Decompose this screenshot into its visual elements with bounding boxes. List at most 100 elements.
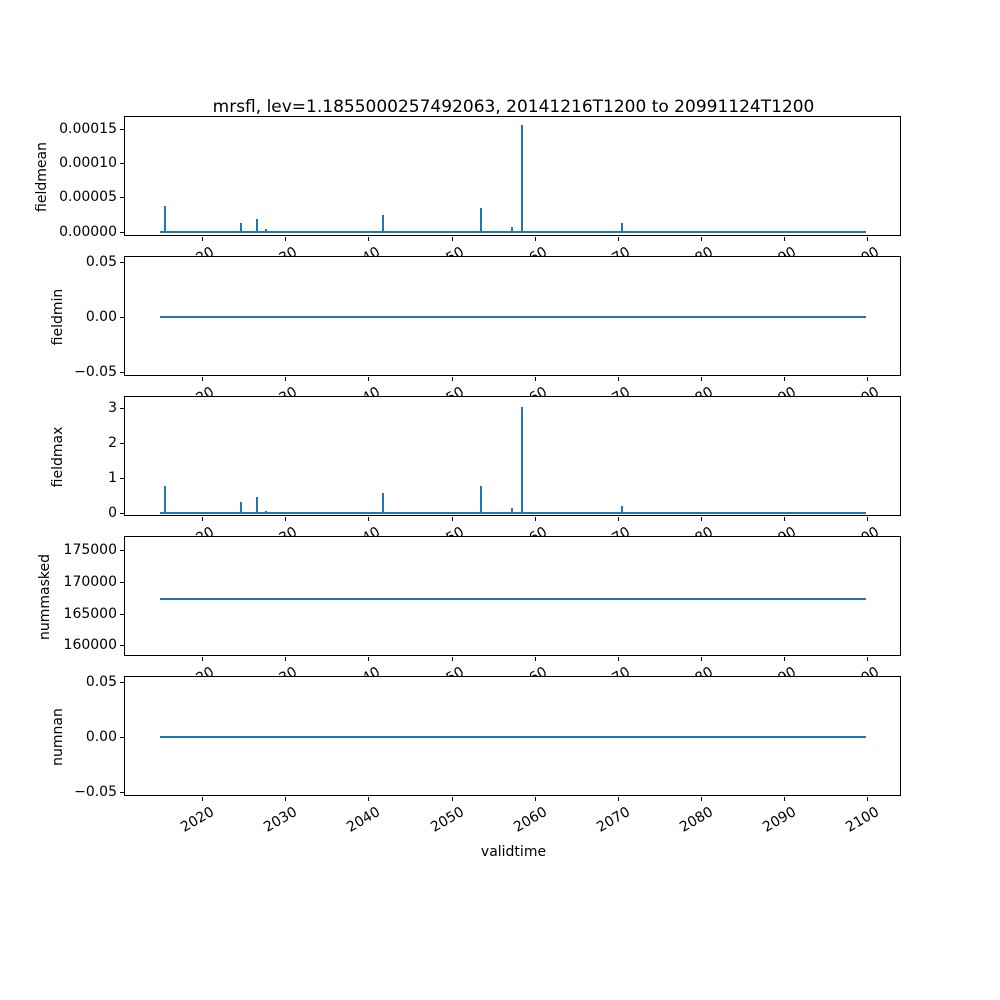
x-tick-mark: [285, 237, 286, 241]
x-tick-label: 2070: [594, 244, 633, 276]
x-tick-label: 2100: [843, 664, 882, 696]
x-tick-mark: [285, 377, 286, 381]
series-spike: [480, 486, 482, 514]
y-tick-label: 0.00: [85, 729, 117, 745]
x-tick-mark: [784, 237, 785, 241]
y-tick-mark: [120, 682, 124, 683]
x-tick-mark: [535, 657, 536, 661]
x-tick-label: 2030: [261, 244, 300, 276]
y-tick-label: 0.05: [85, 254, 117, 270]
x-axis-label: validtime: [480, 844, 547, 860]
y-tick-mark: [120, 317, 124, 318]
y-tick-mark: [120, 513, 124, 514]
series-spike: [240, 502, 242, 514]
x-tick-label: 2020: [178, 524, 217, 556]
x-tick-label: 2080: [677, 524, 716, 556]
y-tick-label: 0: [108, 505, 117, 521]
x-tick-label: 2100: [843, 524, 882, 556]
x-tick-mark: [784, 797, 785, 801]
x-tick-mark: [867, 657, 868, 661]
series-line-numnan: [160, 736, 866, 738]
series-spike: [265, 511, 267, 514]
x-tick-label: 2030: [261, 664, 300, 696]
x-tick-mark: [867, 377, 868, 381]
x-tick-mark: [452, 657, 453, 661]
x-tick-label: 2020: [178, 664, 217, 696]
x-tick-mark: [535, 517, 536, 521]
x-tick-label: 2020: [178, 384, 217, 416]
figure-title: mrsfl, lev=1.1855000257492063, 20141216T…: [212, 97, 815, 117]
x-tick-mark: [535, 797, 536, 801]
x-tick-label: 2060: [511, 524, 550, 556]
series-line-nummasked: [160, 598, 866, 600]
y-tick-label: 1: [108, 470, 117, 486]
x-tick-label: 2100: [843, 384, 882, 416]
x-tick-mark: [202, 657, 203, 661]
x-tick-label: 2050: [428, 384, 467, 416]
x-tick-label: 2030: [261, 524, 300, 556]
x-tick-mark: [867, 797, 868, 801]
y-tick-mark: [120, 478, 124, 479]
y-tick-label: 170000: [63, 574, 117, 590]
y-tick-mark: [120, 262, 124, 263]
y-tick-label: 0.00015: [59, 121, 117, 137]
x-tick-mark: [202, 517, 203, 521]
y-tick-label: 3: [108, 400, 117, 416]
x-tick-mark: [368, 797, 369, 801]
y-tick-label: −0.05: [74, 784, 117, 800]
x-tick-label: 2050: [428, 664, 467, 696]
x-tick-mark: [452, 517, 453, 521]
series-line-fieldmean: [160, 231, 866, 233]
x-tick-label: 2090: [760, 384, 799, 416]
x-tick-label: 2100: [843, 244, 882, 276]
y-tick-label: 175000: [63, 542, 117, 558]
x-tick-mark: [452, 797, 453, 801]
x-tick-mark: [202, 237, 203, 241]
y-tick-mark: [120, 197, 124, 198]
x-tick-mark: [535, 237, 536, 241]
y-axis-label-fieldmean: fieldmean: [34, 142, 50, 212]
x-tick-mark: [701, 657, 702, 661]
x-tick-mark: [784, 657, 785, 661]
x-tick-mark: [452, 377, 453, 381]
x-tick-mark: [368, 377, 369, 381]
series-spike: [382, 493, 384, 513]
y-tick-mark: [120, 372, 124, 373]
x-tick-mark: [452, 237, 453, 241]
x-tick-label: 2040: [344, 664, 383, 696]
axes-frame: [124, 256, 901, 376]
x-tick-mark: [535, 377, 536, 381]
series-spike: [382, 215, 384, 232]
series-spike: [256, 219, 258, 233]
x-tick-mark: [285, 517, 286, 521]
x-tick-mark: [618, 517, 619, 521]
x-tick-label: 2090: [760, 664, 799, 696]
y-axis-label-numnan: numnan: [50, 708, 66, 766]
x-tick-mark: [867, 517, 868, 521]
x-tick-mark: [867, 237, 868, 241]
x-tick-mark: [368, 237, 369, 241]
x-tick-label: 2080: [677, 384, 716, 416]
x-tick-label: 2090: [760, 524, 799, 556]
x-tick-mark: [701, 797, 702, 801]
y-tick-label: 2: [108, 435, 117, 451]
series-spike: [256, 497, 258, 514]
x-tick-label: 2060: [511, 384, 550, 416]
x-tick-label: 2060: [511, 664, 550, 696]
y-tick-mark: [120, 792, 124, 793]
series-spike: [521, 125, 523, 233]
y-axis-label-fieldmin: fieldmin: [50, 288, 66, 346]
y-tick-mark: [120, 443, 124, 444]
y-tick-mark: [120, 614, 124, 615]
x-tick-mark: [618, 657, 619, 661]
series-spike: [265, 229, 267, 232]
x-tick-label: 2050: [428, 244, 467, 276]
x-tick-label: 2070: [594, 524, 633, 556]
axes-frame: [124, 536, 901, 656]
x-tick-label: 2040: [344, 524, 383, 556]
y-tick-mark: [120, 129, 124, 130]
x-tick-label: 2080: [677, 664, 716, 696]
axes-frame: [124, 676, 901, 796]
y-tick-mark: [120, 645, 124, 646]
